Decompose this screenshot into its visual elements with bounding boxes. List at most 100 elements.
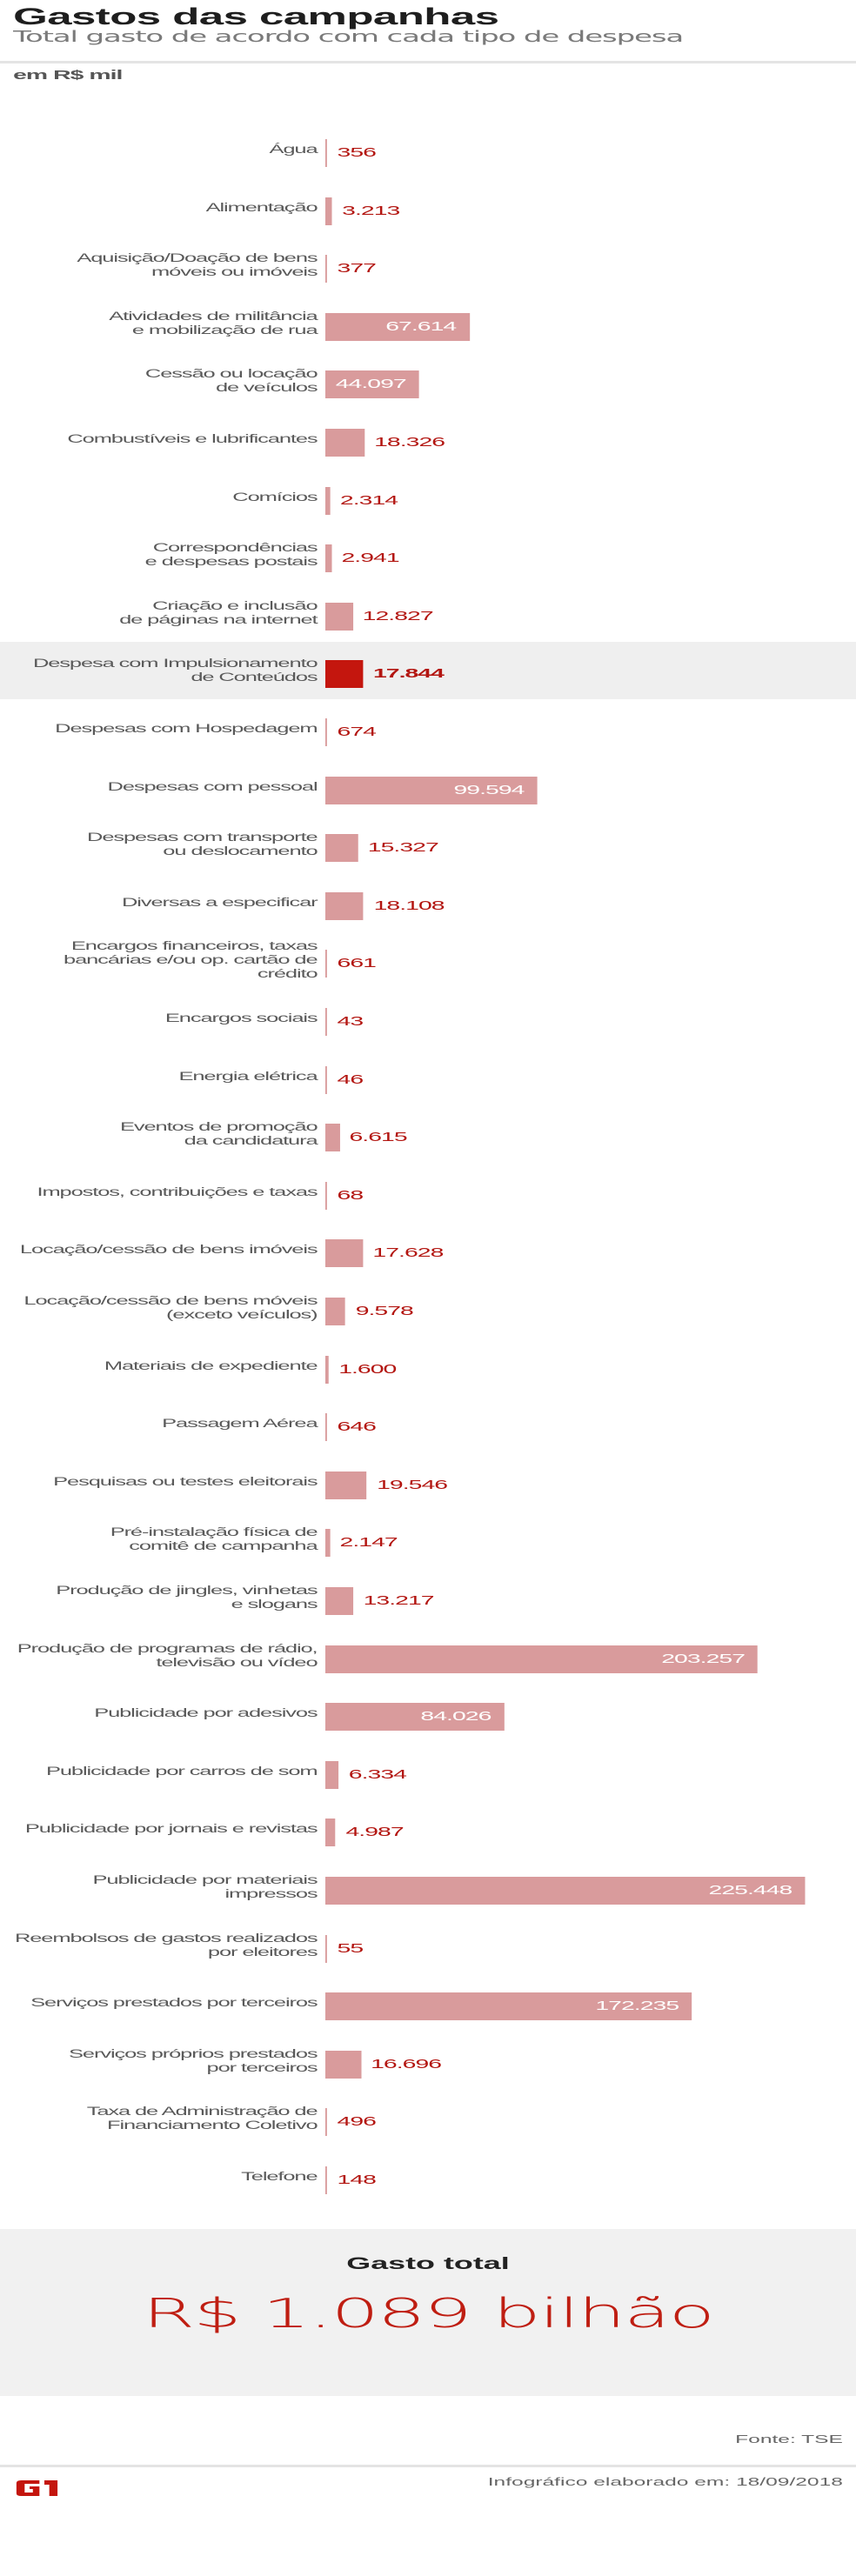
value-label: 17.844 [372,666,445,682]
chart-row: Pré-instalação física de comitê de campa… [0,1511,856,1568]
category-label: Despesas com transporte ou deslocamento [87,831,318,858]
value-label: 55 [337,1940,364,1956]
value-label: 6.615 [349,1130,407,1145]
category-label: Diversas a especificar [122,895,318,909]
bar [324,1760,339,1789]
value-label: 18.108 [373,898,445,913]
value-label: 172.235 [595,1999,679,2014]
category-label: Pré-instalação física de comitê de campa… [110,1525,318,1553]
bar [324,2108,328,2137]
category-label: Passagem Aérea [162,1417,318,1431]
chart-row: Locação/cessão de bens imóveis 17.628 [0,1221,856,1278]
bar [324,602,353,631]
value-label: 99.594 [453,782,525,797]
category-label: Publicidade por jornais e revistas [24,1822,318,1836]
source-credit: Fonte: TSE [735,2433,843,2446]
bar [324,834,358,863]
chart-row: Encargos sociais 43 [0,990,856,1047]
bar [324,139,328,167]
category-label: Criação e inclusão de páginas na interne… [119,598,318,626]
chart-row: Água 356 [0,121,856,178]
category-label: Despesas com Hospedagem [55,722,318,735]
total-box: Gasto total R$ 1.089 bilhão [0,2229,856,2396]
chart-row: Aquisição/Doação de bens móveis ou imóve… [0,237,856,294]
chart-row: Locação/cessão de bens móveis (exceto ve… [0,1279,856,1337]
chart-row: Atividades de militância e mobilização d… [0,295,856,352]
chart-row: Comícios 2.314 [0,469,856,526]
value-label: 12.827 [362,608,434,624]
bar [324,950,328,978]
bar [324,544,332,573]
value-label: 356 [337,145,377,160]
value-label: 9.578 [355,1304,414,1318]
bar [324,1529,331,1558]
chart-row: Serviços próprios prestados por terceiro… [0,2032,856,2090]
infographic-date: Infográfico elaborado em: 18/09/2018 [487,2475,843,2488]
value-label: 46 [337,1071,364,1087]
page-subtitle: Total gasto de acordo com cada tipo de d… [13,28,684,46]
value-label: 1.600 [338,1361,397,1377]
value-label: 4.987 [345,1825,404,1840]
bar [324,2050,361,2079]
chart-row: Energia elétrica 46 [0,1048,856,1105]
bar [324,1008,328,1036]
category-label: Cessão ou locação de veículos [144,367,318,395]
bar [324,370,419,399]
bar [324,429,364,457]
value-label: 17.628 [372,1245,444,1261]
chart-row: Reembolsos de gastos realizados por elei… [0,1917,856,1974]
value-label: 18.326 [374,435,445,450]
chart-row: Encargos financeiros, taxas bancárias e/… [0,931,856,989]
category-label: Aquisição/Doação de bens móveis ou imóve… [77,251,318,279]
chart-row: Publicidade por jornais e revistas 4.987 [0,1800,856,1858]
category-label: Impostos, contribuições e taxas [37,1185,318,1198]
bar [324,891,364,920]
value-label: 646 [337,1419,377,1435]
bar [324,660,364,689]
chart-row: Correspondências e despesas postais 2.941 [0,526,856,584]
category-label: Correspondências e despesas postais [144,541,318,569]
bar [324,1355,329,1384]
chart-row: Combustíveis e lubrificantes 18.326 [0,410,856,468]
category-label: Energia elétrica [178,1069,318,1083]
value-label: 68 [337,1187,364,1203]
chart-row: Alimentação 3.213 [0,179,856,237]
header-divider [0,61,856,63]
category-label: Despesas com pessoal [107,779,318,793]
value-label: 43 [337,1014,364,1029]
category-label: Reembolsos de gastos realizados por elei… [14,1931,318,1959]
total-value: R$ 1.089 bilhão [142,2290,715,2337]
category-label: Produção de jingles, vinhetas e slogans [56,1584,318,1611]
category-label: Locação/cessão de bens móveis (exceto ve… [23,1294,318,1321]
chart-row: Passagem Aérea 646 [0,1395,856,1452]
category-label: Publicidade por materiais impressos [92,1873,318,1900]
category-label: Produção de programas de rádio, televisã… [17,1641,318,1669]
chart-row: Impostos, contribuições e taxas 68 [0,1164,856,1221]
category-label: Telefone [241,2170,318,2183]
category-label: Locação/cessão de bens imóveis [19,1243,318,1257]
value-label: 225.448 [708,1883,793,1898]
bar [324,1934,328,1963]
chart-row: Despesas com Hospedagem 674 [0,700,856,757]
category-label: Despesa com Impulsionamento de Conteúdos [32,657,318,684]
chart-row: Diversas a especificar 18.108 [0,874,856,931]
chart-row: Publicidade por carros de som 6.334 [0,1743,856,1800]
chart-row: Eventos de promoção da candidatura 6.615 [0,1105,856,1163]
bar [324,1298,346,1325]
value-label: 3.213 [342,203,400,218]
value-label: 67.614 [385,318,457,334]
value-label: 19.546 [377,1477,448,1492]
category-label: Taxa de Administração de Financiamento C… [86,2105,318,2132]
bar [324,1471,367,1499]
chart-row: Produção de jingles, vinhetas e slogans 1… [0,1569,856,1626]
value-label: 13.217 [363,1593,435,1608]
bar [324,1703,505,1732]
page-title: Gastos das campanhas [13,3,499,30]
value-label: 377 [337,261,377,277]
bar [324,197,332,225]
bar [324,1181,328,1210]
chart-row: Publicidade por materiais impressos 225.4… [0,1859,856,1916]
category-label: Materiais de expediente [104,1358,318,1372]
bar [324,486,331,515]
value-label: 84.026 [420,1709,492,1725]
